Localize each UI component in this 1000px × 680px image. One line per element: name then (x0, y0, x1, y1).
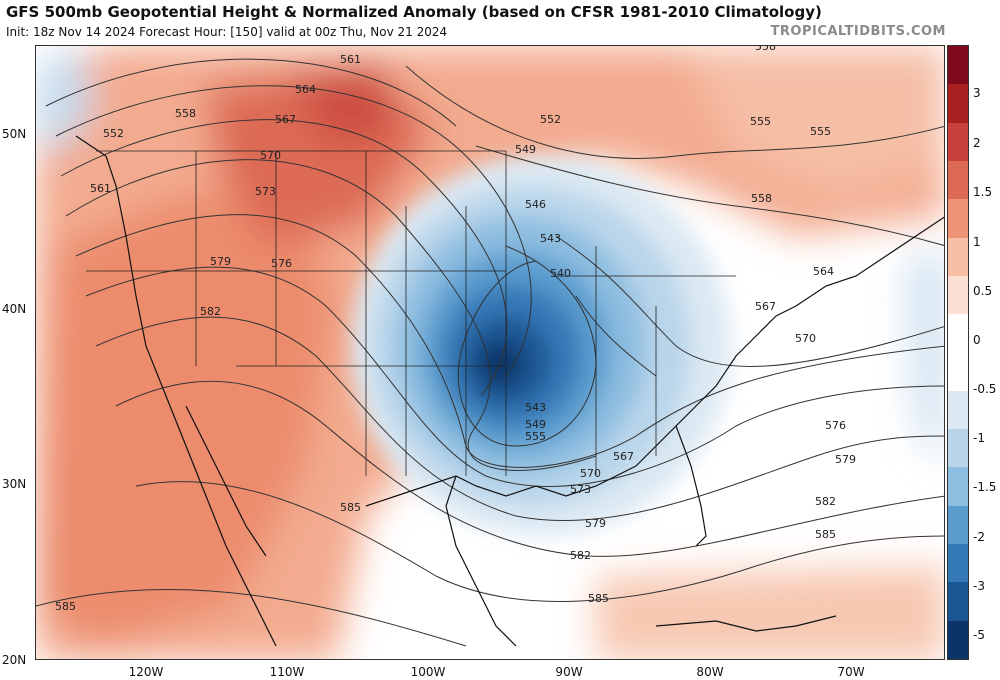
colorbar-label: 3 (973, 86, 981, 100)
colorbar-label: 1.5 (973, 185, 993, 199)
colorbar-label: -3 (973, 579, 985, 593)
colorbar-segment (948, 467, 968, 506)
colorbar-label: -2 (973, 530, 985, 544)
anomaly-shading (36, 46, 944, 659)
colorbar-segment (948, 84, 968, 123)
lon-label-100w: 100W (410, 665, 446, 679)
colorbar-segment (948, 582, 968, 621)
colorbar-segment (948, 122, 968, 161)
lon-label-110w: 110W (269, 665, 305, 679)
colorbar-label: 0.5 (973, 284, 993, 298)
state-borders (86, 150, 736, 476)
colorbar-segment (948, 314, 968, 353)
height-contours (36, 58, 944, 647)
colorbar-segment (948, 505, 968, 545)
colorbar-segment (948, 237, 968, 276)
colorbar-label: -5 (973, 628, 985, 642)
map-canvas (36, 46, 944, 659)
colorbar-segment (948, 199, 968, 238)
colorbar-segment (948, 46, 968, 85)
colorbar-label: 1 (973, 235, 981, 249)
coastline (75, 135, 944, 647)
colorbar-segment (948, 352, 968, 391)
lat-label-20n: 20N (2, 653, 27, 667)
site-watermark: TROPICALTIDBITS.COM (770, 24, 946, 39)
lon-label-90w: 90W (555, 665, 583, 679)
colorbar-label: -0.5 (973, 382, 997, 396)
colorbar-segment (948, 544, 968, 583)
colorbar-segment (948, 390, 968, 430)
lon-label-120w: 120W (128, 665, 164, 679)
map-subtitle: Init: 18z Nov 14 2024 Forecast Hour: [15… (6, 25, 448, 39)
colorbar-label: -1.5 (973, 480, 997, 494)
colorbar-segment (948, 275, 968, 315)
map-panel (35, 45, 945, 660)
trough-anomaly (351, 156, 731, 536)
map-title: GFS 500mb Geopotential Height & Normaliz… (6, 3, 822, 21)
colorbar-label: 0 (973, 333, 981, 347)
colorbar-segment (948, 429, 968, 468)
lon-label-80w: 80W (696, 665, 724, 679)
colorbar (947, 45, 969, 660)
colorbar-label: 2 (973, 136, 981, 150)
colorbar-segment (948, 620, 968, 659)
lat-label-50n: 50N (2, 127, 27, 141)
lat-label-30n: 30N (2, 477, 27, 491)
colorbar-segment (948, 160, 968, 200)
lon-label-70w: 70W (837, 665, 865, 679)
lat-label-40n: 40N (2, 302, 27, 316)
colorbar-label: -1 (973, 431, 985, 445)
